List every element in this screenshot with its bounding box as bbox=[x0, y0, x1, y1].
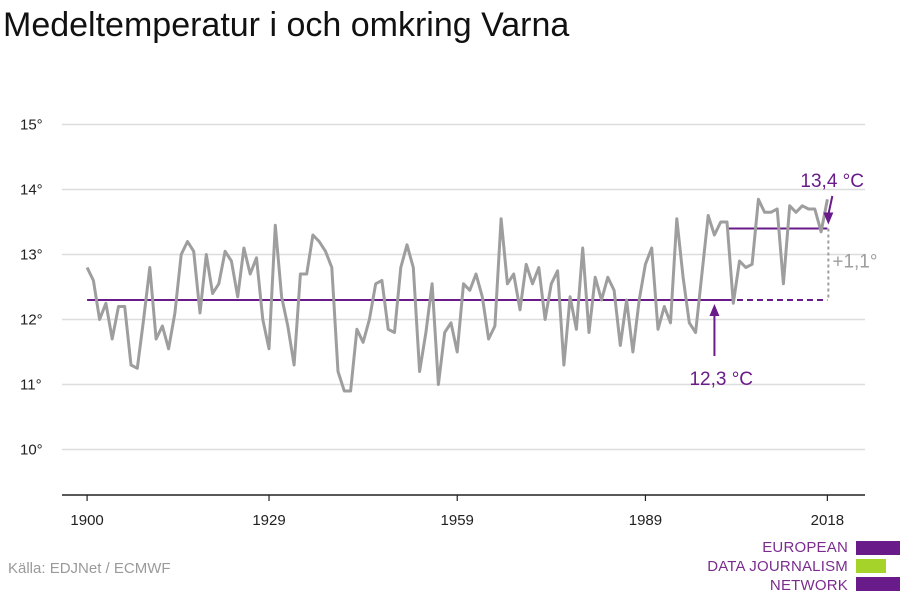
logo-line-3: NETWORK bbox=[769, 577, 848, 594]
grid: 10° 11° 12° 13° 14° 15° bbox=[20, 117, 865, 459]
x-tick-label: 1959 bbox=[441, 512, 474, 529]
y-tick-label: 11° bbox=[20, 377, 42, 394]
series bbox=[85, 197, 829, 393]
logo-bar-purple-top bbox=[856, 541, 900, 555]
chart-title: Medeltemperatur i och omkring Varna bbox=[3, 6, 570, 44]
annotations: +1,1° 12,3 °C 13,4 °C bbox=[689, 171, 877, 390]
logo-line-2: DATA JOURNALISM bbox=[707, 558, 848, 575]
y-tick-label: 12° bbox=[20, 312, 43, 329]
recent-arrow-head bbox=[823, 212, 834, 225]
reference-lines bbox=[87, 227, 828, 301]
delta-label: +1,1° bbox=[832, 251, 877, 272]
x-tick-label: 1900 bbox=[70, 512, 103, 529]
y-tick-label: 10° bbox=[20, 442, 43, 459]
y-tick-label: 13° bbox=[20, 247, 43, 264]
baseline-arrow-head bbox=[709, 304, 720, 316]
logo-bar-green bbox=[856, 559, 886, 573]
recent-arrow-shaft bbox=[827, 195, 834, 215]
x-tick-label: 1989 bbox=[629, 512, 662, 529]
edjnet-logo: EUROPEAN DATA JOURNALISM NETWORK bbox=[700, 538, 900, 596]
source-note: Källa: EDJNet / ECMWF bbox=[8, 560, 171, 577]
recent-label: 13,4 °C bbox=[800, 171, 864, 192]
logo-line-1: EUROPEAN bbox=[762, 539, 848, 556]
logo-bar-purple-bottom bbox=[856, 577, 900, 591]
temperature-line bbox=[85, 197, 829, 393]
y-tick-label: 15° bbox=[20, 117, 43, 134]
baseline-label: 12,3 °C bbox=[689, 369, 753, 390]
y-tick-label: 14° bbox=[20, 182, 43, 199]
x-axis: 1900 1929 1959 1989 2018 bbox=[62, 494, 865, 529]
x-tick-label: 2018 bbox=[811, 512, 844, 529]
x-tick-label: 1929 bbox=[252, 512, 285, 529]
